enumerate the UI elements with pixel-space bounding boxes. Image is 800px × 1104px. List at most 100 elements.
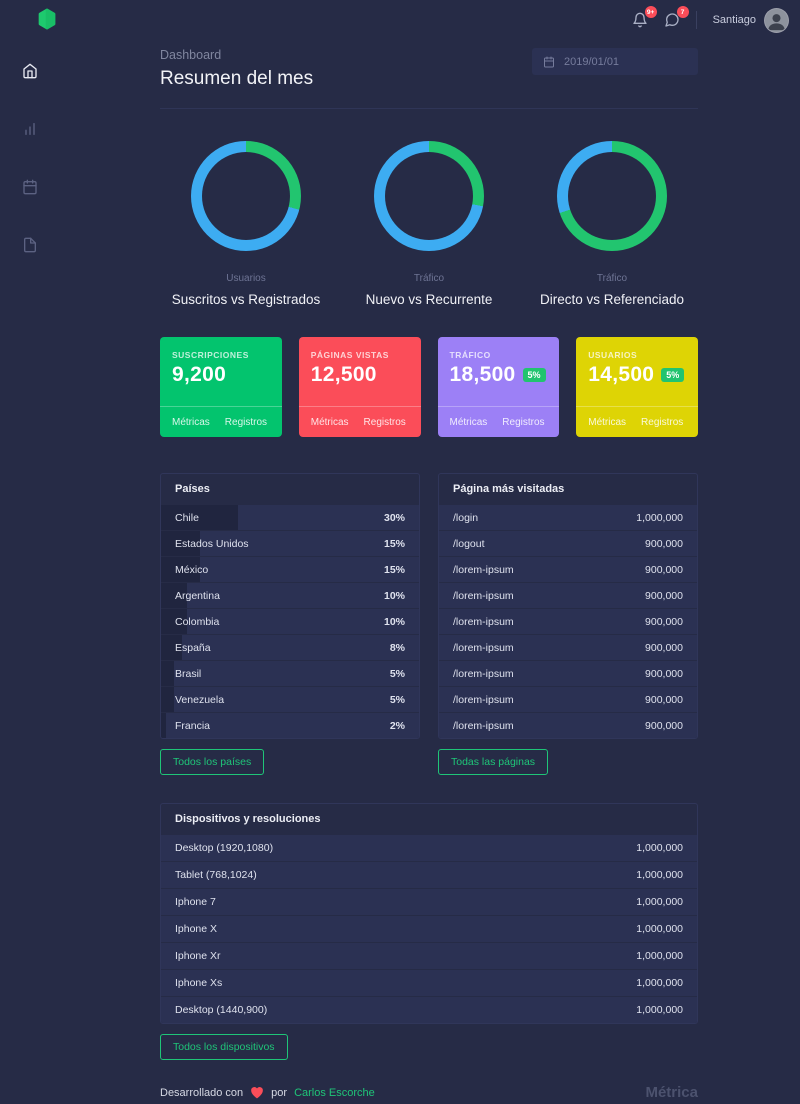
user-menu[interactable]: Santiago <box>712 8 788 32</box>
card-value: 9,200 <box>172 363 227 386</box>
row-percent-bar <box>161 531 200 556</box>
table-row: Iphone 7 1,000,000 <box>161 888 697 915</box>
row-label: Iphone Xs <box>175 977 223 989</box>
table-row: Colombia 10% <box>161 608 419 634</box>
date-picker-input[interactable]: 2019/01/01 <box>532 48 698 75</box>
card-trafico: Tráfico 18,500 5% Métricas Registros <box>437 337 560 437</box>
donut-charts-row: Usuarios Suscritos vs Registrados Tráfic… <box>160 141 698 307</box>
donut-hole <box>202 152 290 240</box>
footer-text-pre: Desarrollado con <box>160 1086 244 1099</box>
card-value: 18,500 <box>449 363 516 386</box>
table-row: Desktop (1920,1080) 1,000,000 <box>161 834 697 861</box>
table-row: /lorem-ipsum 900,000 <box>439 634 697 660</box>
table-row: Chile 30% <box>161 504 419 530</box>
user-name: Santiago <box>712 14 756 26</box>
sidebar-item-calendar[interactable] <box>0 168 60 205</box>
donut-title: Suscritos vs Registrados <box>171 292 321 307</box>
records-link[interactable]: Registros <box>502 416 545 428</box>
row-label: /lorem-ipsum <box>453 641 514 654</box>
row-value: 900,000 <box>645 563 683 576</box>
footer-author-link[interactable]: Carlos Escorche <box>294 1086 375 1099</box>
row-value: 1,000,000 <box>636 896 683 908</box>
footer-brand: Métrica <box>645 1084 698 1101</box>
table-row: Venezuela 5% <box>161 686 419 712</box>
calendar-icon <box>544 56 554 67</box>
table-row: /logout 900,000 <box>439 530 697 556</box>
table-row: Tablet (768,1024) 1,000,000 <box>161 861 697 888</box>
sidebar-item-home[interactable] <box>0 52 60 89</box>
row-label: Desktop (1440,900) <box>175 1004 268 1016</box>
row-label: Iphone 7 <box>175 896 216 908</box>
topbar: 9+ 7 Santiago <box>0 0 800 40</box>
row-percent-bar <box>161 505 239 530</box>
row-label: Iphone Xr <box>175 950 221 962</box>
row-label: /lorem-ipsum <box>453 589 514 602</box>
row-label: Tablet (768,1024) <box>175 869 257 881</box>
table-row: /lorem-ipsum 900,000 <box>439 608 697 634</box>
row-value: 5% <box>389 667 405 680</box>
records-link[interactable]: Registros <box>363 416 406 428</box>
heart-icon <box>251 1087 263 1099</box>
table-row: /login 1,000,000 <box>439 504 697 530</box>
donut-group-label: Tráfico <box>413 273 445 284</box>
records-link[interactable]: Registros <box>641 416 684 428</box>
row-value: 1,000,000 <box>636 842 683 854</box>
pages-table-block: Página más visitadas /login 1,000,000/log… <box>438 473 698 775</box>
row-label: /lorem-ipsum <box>453 563 514 576</box>
pages-table: Página más visitadas /login 1,000,000/log… <box>438 473 698 739</box>
card-value: 12,500 <box>310 363 377 386</box>
metric-cards-row: Suscripciones 9,200 Métricas Registros P… <box>160 337 698 437</box>
all-countries-button[interactable]: Todos los países <box>160 749 265 775</box>
metrics-link[interactable]: Métricas <box>172 416 210 428</box>
card-usuarios: Usuarios 14,500 5% Métricas Registros <box>576 337 698 437</box>
sidebar-item-stats[interactable] <box>0 110 60 147</box>
row-value: 900,000 <box>645 667 683 680</box>
table-row: /lorem-ipsum 900,000 <box>439 660 697 686</box>
page-title: Resumen del mes <box>160 68 314 89</box>
metrics-link[interactable]: Métricas <box>588 416 627 428</box>
row-label: /lorem-ipsum <box>453 667 514 680</box>
metrics-link[interactable]: Métricas <box>310 416 349 428</box>
footer-text-post: por <box>271 1086 288 1099</box>
row-value: 1,000,000 <box>636 511 683 524</box>
row-value: 5% <box>389 693 405 706</box>
row-value: 8% <box>389 641 405 654</box>
messages-button[interactable]: 7 <box>664 6 689 28</box>
all-pages-button[interactable]: Todas las páginas <box>438 749 549 775</box>
table-title: Dispositivos y resoluciones <box>175 813 321 825</box>
row-label: /lorem-ipsum <box>453 615 514 628</box>
notifications-bell-button[interactable]: 9+ <box>632 6 657 28</box>
row-label: Chile <box>175 511 199 524</box>
card-badge: 5% <box>522 368 546 382</box>
donut-hole <box>568 152 656 240</box>
row-percent-bar <box>161 661 174 686</box>
row-percent-bar <box>161 583 187 608</box>
donut-hole <box>385 152 473 240</box>
row-label: Iphone X <box>175 923 218 935</box>
row-value: 15% <box>383 563 405 576</box>
card-suscripciones: Suscripciones 9,200 Métricas Registros <box>160 337 282 437</box>
card-label: Páginas vistas <box>310 350 389 360</box>
row-percent-bar <box>161 687 174 712</box>
chat-badge: 7 <box>676 6 689 18</box>
table-row: Estados Unidos 15% <box>161 530 419 556</box>
topbar-divider <box>695 11 697 29</box>
table-title: Página más visitadas <box>453 483 565 495</box>
table-row: Argentina 10% <box>161 582 419 608</box>
user-avatar <box>765 8 788 32</box>
row-value: 30% <box>383 511 405 524</box>
row-label: Estados Unidos <box>175 537 249 550</box>
row-value: 2% <box>389 719 405 732</box>
donut-group-label: Usuarios <box>226 273 266 284</box>
all-devices-button[interactable]: Todos los dispositivos <box>160 1034 288 1060</box>
app-logo-icon[interactable] <box>37 7 57 31</box>
donut-chart-traffic-direct: Tráfico Directo vs Referenciado <box>526 141 698 307</box>
card-badge: 5% <box>661 368 685 382</box>
donut-ring <box>374 141 484 251</box>
sidebar-item-reports[interactable] <box>0 226 60 263</box>
metrics-link[interactable]: Métricas <box>449 416 488 428</box>
table-row: /lorem-ipsum 900,000 <box>439 686 697 712</box>
row-label: /lorem-ipsum <box>453 693 514 706</box>
records-link[interactable]: Registros <box>224 416 268 428</box>
card-label: Suscripciones <box>172 350 249 360</box>
